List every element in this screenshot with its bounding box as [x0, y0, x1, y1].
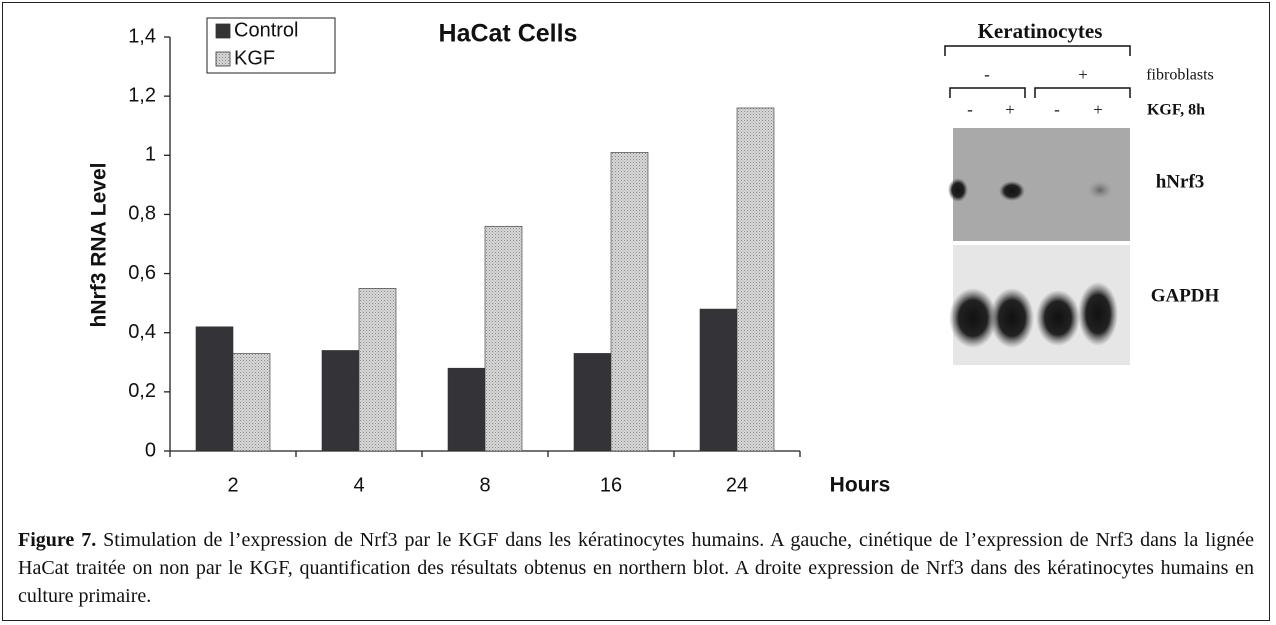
chart-title: HaCat Cells: [439, 20, 578, 48]
band: [1036, 290, 1080, 346]
band: [999, 181, 1025, 201]
figure: HaCat Cells hNrf3 RNA Level Hours Kerati…: [0, 0, 1276, 520]
caption: Figure 7. Stimulation de l’expression de…: [18, 526, 1254, 610]
band: [1078, 282, 1118, 346]
bar: [448, 368, 485, 451]
kgf-row-label: KGF, 8h: [1147, 102, 1205, 119]
y-tick-label: 1,4: [128, 25, 156, 47]
legend-label: KGF: [234, 47, 275, 69]
fibro-label: -: [984, 65, 990, 84]
x-tick-label: 24: [726, 474, 748, 496]
y-tick-label: 0,6: [128, 262, 156, 284]
bracket: [945, 46, 1130, 56]
y-tick-label: 1,2: [128, 84, 156, 106]
x-tick-label: 16: [600, 474, 622, 496]
bar: [322, 350, 359, 451]
band: [948, 178, 968, 202]
bar: [196, 327, 233, 451]
bar: [485, 226, 522, 451]
band: [990, 288, 1034, 348]
y-tick-label: 0: [145, 439, 156, 461]
bar: [574, 353, 611, 451]
y-tick-label: 1: [145, 144, 156, 166]
x-tick-label: 8: [479, 474, 490, 496]
y-axis-label: hNrf3 RNA Level: [88, 163, 111, 328]
blot: Keratinocytes - + fibroblasts - + - + KG…: [945, 19, 1220, 365]
caption-label: Figure 7.: [18, 529, 96, 551]
fibro-label: +: [1078, 65, 1088, 84]
kgf-label: -: [1054, 100, 1060, 119]
legend-swatch: [216, 24, 230, 38]
bar: [233, 353, 270, 451]
bar: [611, 152, 648, 451]
bar: [359, 288, 396, 451]
blot-row-label: hNrf3: [1156, 171, 1205, 192]
legend-swatch: [216, 52, 230, 66]
x-tick-label: 4: [353, 474, 364, 496]
kgf-label: -: [967, 100, 973, 119]
y-tick-label: 0,8: [128, 203, 156, 225]
band: [949, 288, 997, 348]
band: [1088, 181, 1112, 199]
kgf-label: +: [1093, 100, 1103, 119]
legend-label: Control: [234, 19, 298, 41]
x-axis-label: Hours: [830, 474, 891, 497]
bar: [700, 309, 737, 451]
bracket: [950, 88, 1130, 98]
x-tick-label: 2: [227, 474, 238, 496]
fibro-row-label: fibroblasts: [1146, 67, 1214, 84]
kgf-label: +: [1005, 100, 1015, 119]
blot-cell-label: Keratinocytes: [978, 19, 1103, 43]
y-tick-label: 0,2: [128, 380, 156, 402]
bar: [737, 108, 774, 451]
caption-text: Stimulation de l’expression de Nrf3 par …: [18, 529, 1254, 607]
y-tick-label: 0,4: [128, 321, 156, 343]
blot-row-label: GAPDH: [1151, 285, 1220, 306]
